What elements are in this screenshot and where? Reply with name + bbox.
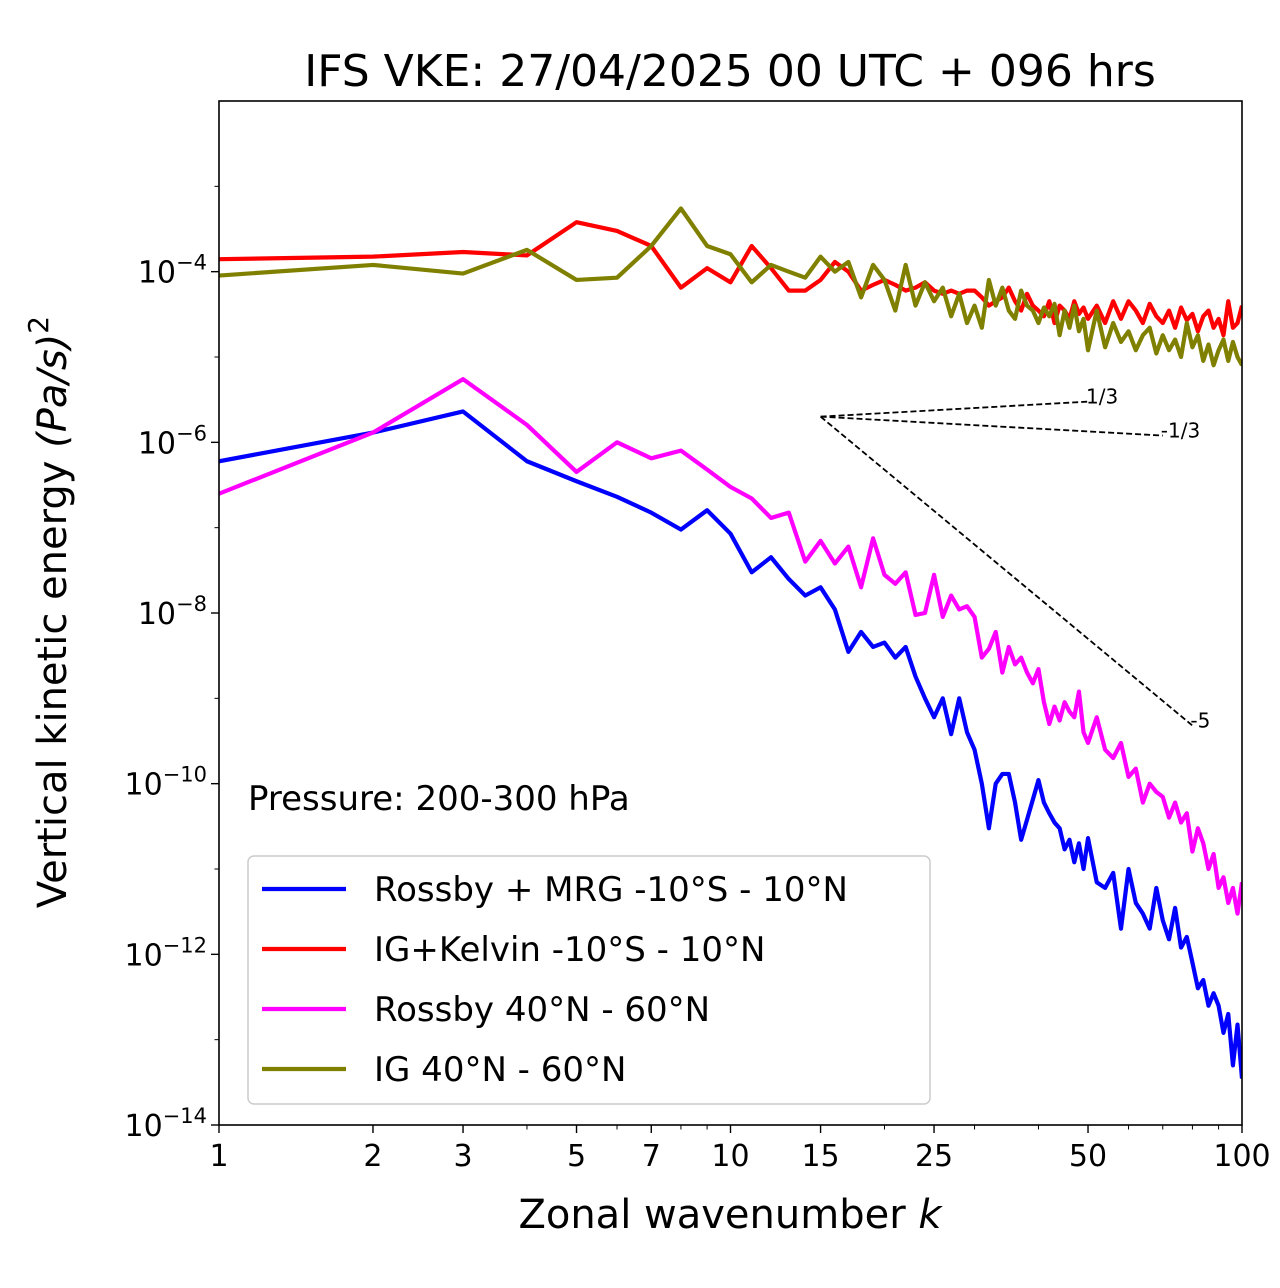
legend-box <box>247 855 931 1105</box>
x-axis-label: Zonal wavenumber k <box>518 1192 943 1238</box>
y-tick-label: 10−8 <box>138 592 207 632</box>
series-line <box>219 409 1242 1079</box>
plot-frame <box>218 100 1243 1126</box>
reference-slope-line <box>819 415 1194 727</box>
y-axis-label: Vertical kinetic energy (Pa/s)2 <box>22 316 76 908</box>
legend-label: Rossby + MRG -10°S - 10°N <box>374 870 848 910</box>
y-tick-label: 10−6 <box>138 421 207 461</box>
reference-slope-label: 1/3 <box>1086 385 1118 409</box>
x-tick-label: 10 <box>711 1139 749 1174</box>
series-line <box>219 206 1242 368</box>
series-line <box>219 220 1242 338</box>
x-tick-label: 5 <box>567 1139 586 1174</box>
svg-text:Vertical kinetic energy (Pa/s): Vertical kinetic energy (Pa/s)2 <box>22 316 76 908</box>
reference-slope-label: -1/3 <box>1161 419 1200 443</box>
pressure-annotation: Pressure: 200-300 hPa <box>248 779 630 819</box>
reference-slope-label: -5 <box>1190 709 1210 733</box>
y-tick-label: 10−10 <box>124 763 207 803</box>
x-tick-label: 3 <box>454 1139 473 1174</box>
legend-label: Rossby 40°N - 60°N <box>374 990 710 1030</box>
series-line <box>219 377 1242 916</box>
y-tick-label: 10−4 <box>138 251 207 291</box>
x-tick-label: 7 <box>642 1139 661 1174</box>
x-tick-label: 100 <box>1213 1139 1270 1174</box>
legend-label: IG 40°N - 60°N <box>374 1050 626 1090</box>
x-tick-label: 2 <box>363 1139 382 1174</box>
reference-slope-line <box>820 400 1089 418</box>
x-tick-label: 25 <box>915 1139 953 1174</box>
y-tick-label: 10−12 <box>124 933 207 973</box>
legend: Rossby + MRG -10°S - 10°N IG+Kelvin -10°S… <box>247 855 931 1105</box>
x-tick-label: 1 <box>209 1139 228 1174</box>
y-tick-label: 10−14 <box>124 1104 207 1144</box>
x-tick-label: 15 <box>801 1139 839 1174</box>
reference-slope-line <box>820 415 1163 437</box>
x-tick-label: 50 <box>1069 1139 1107 1174</box>
chart-title: IFS VKE: 27/04/2025 00 UTC + 096 hrs <box>304 46 1156 97</box>
legend-label: IG+Kelvin -10°S - 10°N <box>374 930 765 970</box>
